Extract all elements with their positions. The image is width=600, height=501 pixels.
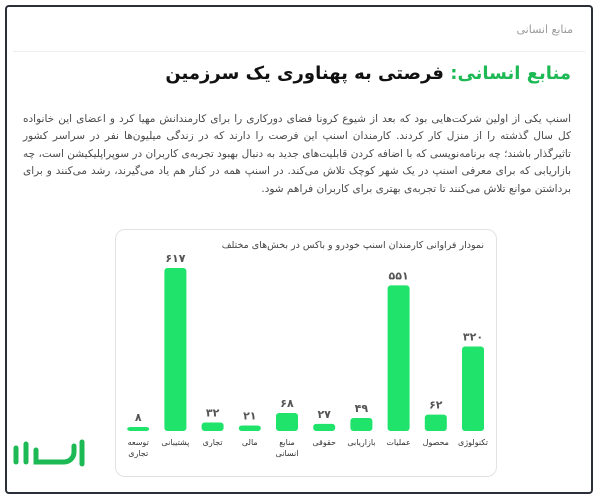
title-rest: فرصتی به پهناوری یک سرزمین [165, 63, 451, 84]
data-label: ۶۱۷ [165, 252, 185, 265]
bar [276, 413, 298, 431]
bar [387, 285, 410, 431]
page-title: منابع انسانی: فرصتی به پهناوری یک سرزمین [165, 63, 571, 84]
data-label: ۳۲ [206, 407, 220, 420]
data-label: ۸ [135, 411, 142, 424]
title-accent: منابع انسانی: [450, 63, 571, 84]
bar [462, 346, 484, 431]
chart-title: نمودار فراوانی کارمندان اسنپ خودرو و باک… [221, 240, 484, 251]
bar-chart: ۳۲۰ تکنولوژی ۶۲ محصول ۵۵۱ عملیات ۴۹ بازاریابی ۲۷… [127, 252, 488, 458]
bar [201, 422, 224, 431]
article-body: اسنپ یکی از اولین شرکت‌هایی بود که بعد ا… [23, 112, 571, 195]
tick-label: تجاری [128, 449, 148, 458]
tick-label: بازاریابی [347, 438, 375, 447]
tick-label: منابع [279, 438, 295, 447]
data-label: ۲۱ [243, 409, 256, 422]
chart-card: نمودار فراوانی کارمندان اسنپ خودرو و باک… [115, 229, 497, 477]
tick-label: عملیات [386, 438, 410, 447]
bar [313, 423, 336, 431]
tick-label: محصول [423, 438, 449, 447]
data-label: ۲۷ [317, 408, 331, 421]
header-divider [13, 51, 585, 52]
bar [424, 414, 447, 431]
article-frame: منابع انسانی منابع انسانی: فرصتی به پهنا… [5, 5, 593, 494]
data-label: ۴۹ [355, 402, 369, 415]
tick-label: مالی [242, 438, 258, 447]
tick-label: توسعه [128, 438, 149, 447]
tick-label: تجاری [203, 438, 223, 447]
bar [164, 268, 187, 431]
data-label: ۶۲ [429, 399, 443, 412]
section-label: منابع انسانی [516, 23, 574, 36]
bar [127, 427, 150, 431]
tick-label: تکنولوژی [458, 438, 488, 447]
tick-label: پشتیبانی [161, 438, 189, 447]
data-label: ۳۲۰ [463, 330, 483, 343]
data-label: ۵۵۱ [389, 269, 409, 282]
bar [350, 418, 373, 431]
bar [238, 425, 261, 431]
sarmaye-logo-icon [13, 439, 85, 467]
tick-label: حقوقی [312, 438, 336, 447]
tick-label: انسانی [276, 449, 299, 458]
data-label: ۶۸ [280, 397, 294, 410]
